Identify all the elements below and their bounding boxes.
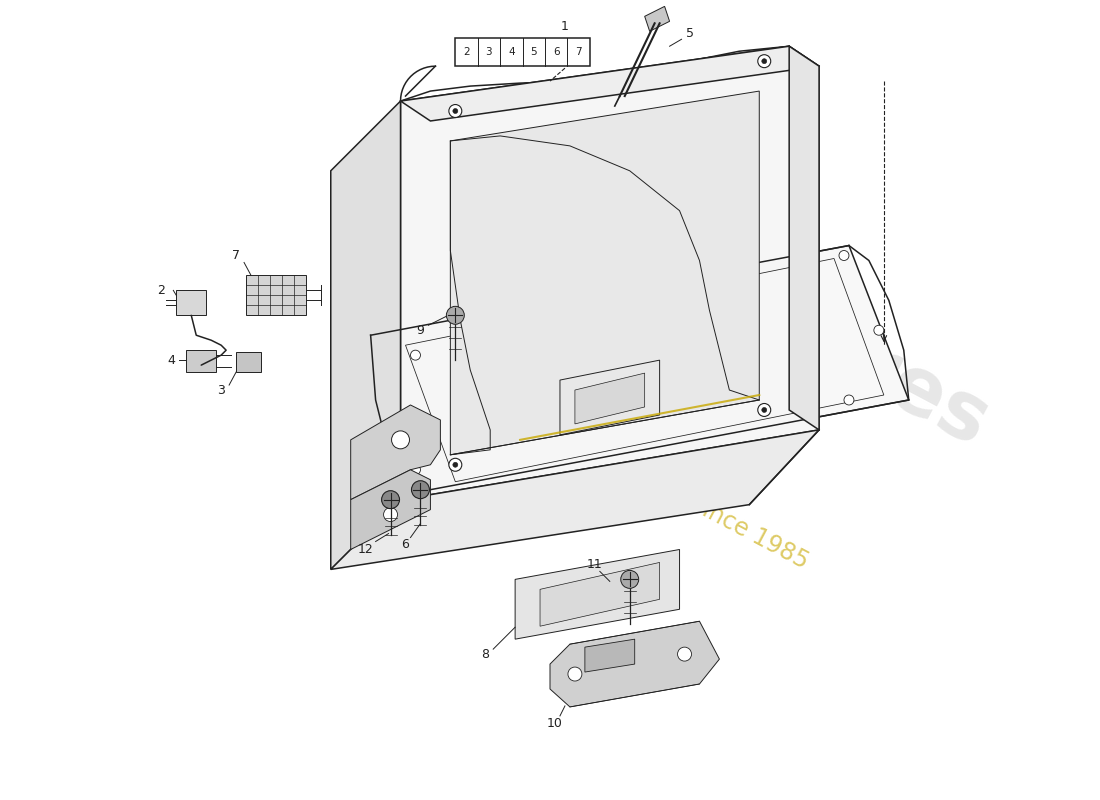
Circle shape bbox=[568, 667, 582, 681]
Circle shape bbox=[839, 250, 849, 261]
Text: 8: 8 bbox=[481, 648, 490, 661]
Text: 4: 4 bbox=[167, 354, 175, 366]
Circle shape bbox=[449, 105, 462, 118]
Polygon shape bbox=[789, 46, 820, 430]
Text: 5: 5 bbox=[530, 47, 537, 58]
Circle shape bbox=[844, 395, 854, 405]
Polygon shape bbox=[351, 470, 430, 550]
Text: 6: 6 bbox=[553, 47, 560, 58]
Circle shape bbox=[411, 481, 429, 498]
Polygon shape bbox=[186, 350, 217, 372]
Text: euroPeres: euroPeres bbox=[557, 177, 1002, 463]
Circle shape bbox=[384, 508, 397, 522]
Polygon shape bbox=[560, 360, 660, 435]
Text: 12: 12 bbox=[358, 543, 374, 556]
Circle shape bbox=[762, 58, 767, 64]
Polygon shape bbox=[371, 246, 909, 490]
Circle shape bbox=[758, 54, 771, 68]
Circle shape bbox=[449, 458, 462, 471]
Polygon shape bbox=[540, 562, 660, 626]
Circle shape bbox=[410, 350, 420, 360]
Polygon shape bbox=[236, 352, 261, 372]
Polygon shape bbox=[515, 550, 680, 639]
Circle shape bbox=[678, 647, 692, 661]
Text: 7: 7 bbox=[575, 47, 582, 58]
Text: 6: 6 bbox=[402, 538, 409, 551]
Circle shape bbox=[382, 490, 399, 509]
Polygon shape bbox=[246, 275, 306, 315]
Circle shape bbox=[873, 326, 883, 335]
Circle shape bbox=[392, 431, 409, 449]
Circle shape bbox=[453, 109, 458, 114]
Text: 10: 10 bbox=[547, 718, 563, 730]
Polygon shape bbox=[550, 622, 719, 707]
Polygon shape bbox=[585, 639, 635, 672]
Circle shape bbox=[447, 306, 464, 324]
Text: 11: 11 bbox=[587, 558, 603, 571]
Text: 2: 2 bbox=[157, 284, 165, 297]
Text: 5: 5 bbox=[685, 26, 693, 40]
Polygon shape bbox=[351, 405, 440, 500]
Circle shape bbox=[453, 462, 458, 467]
Circle shape bbox=[762, 407, 767, 413]
Polygon shape bbox=[331, 101, 400, 570]
Circle shape bbox=[758, 403, 771, 417]
Polygon shape bbox=[400, 46, 820, 500]
Polygon shape bbox=[176, 290, 206, 315]
Polygon shape bbox=[331, 430, 820, 570]
Text: a passion for parts since 1985: a passion for parts since 1985 bbox=[486, 386, 813, 574]
Text: 1: 1 bbox=[561, 20, 569, 33]
Polygon shape bbox=[450, 91, 759, 455]
Text: 2: 2 bbox=[463, 47, 470, 58]
Text: 3: 3 bbox=[486, 47, 493, 58]
Circle shape bbox=[620, 570, 639, 588]
Bar bbox=[455, 38, 590, 66]
Text: 9: 9 bbox=[417, 324, 425, 337]
Polygon shape bbox=[575, 373, 645, 424]
Text: 7: 7 bbox=[232, 249, 240, 262]
Text: 4: 4 bbox=[508, 47, 515, 58]
Polygon shape bbox=[400, 46, 820, 121]
Circle shape bbox=[410, 465, 420, 474]
Polygon shape bbox=[645, 6, 670, 31]
Text: 3: 3 bbox=[217, 383, 226, 397]
